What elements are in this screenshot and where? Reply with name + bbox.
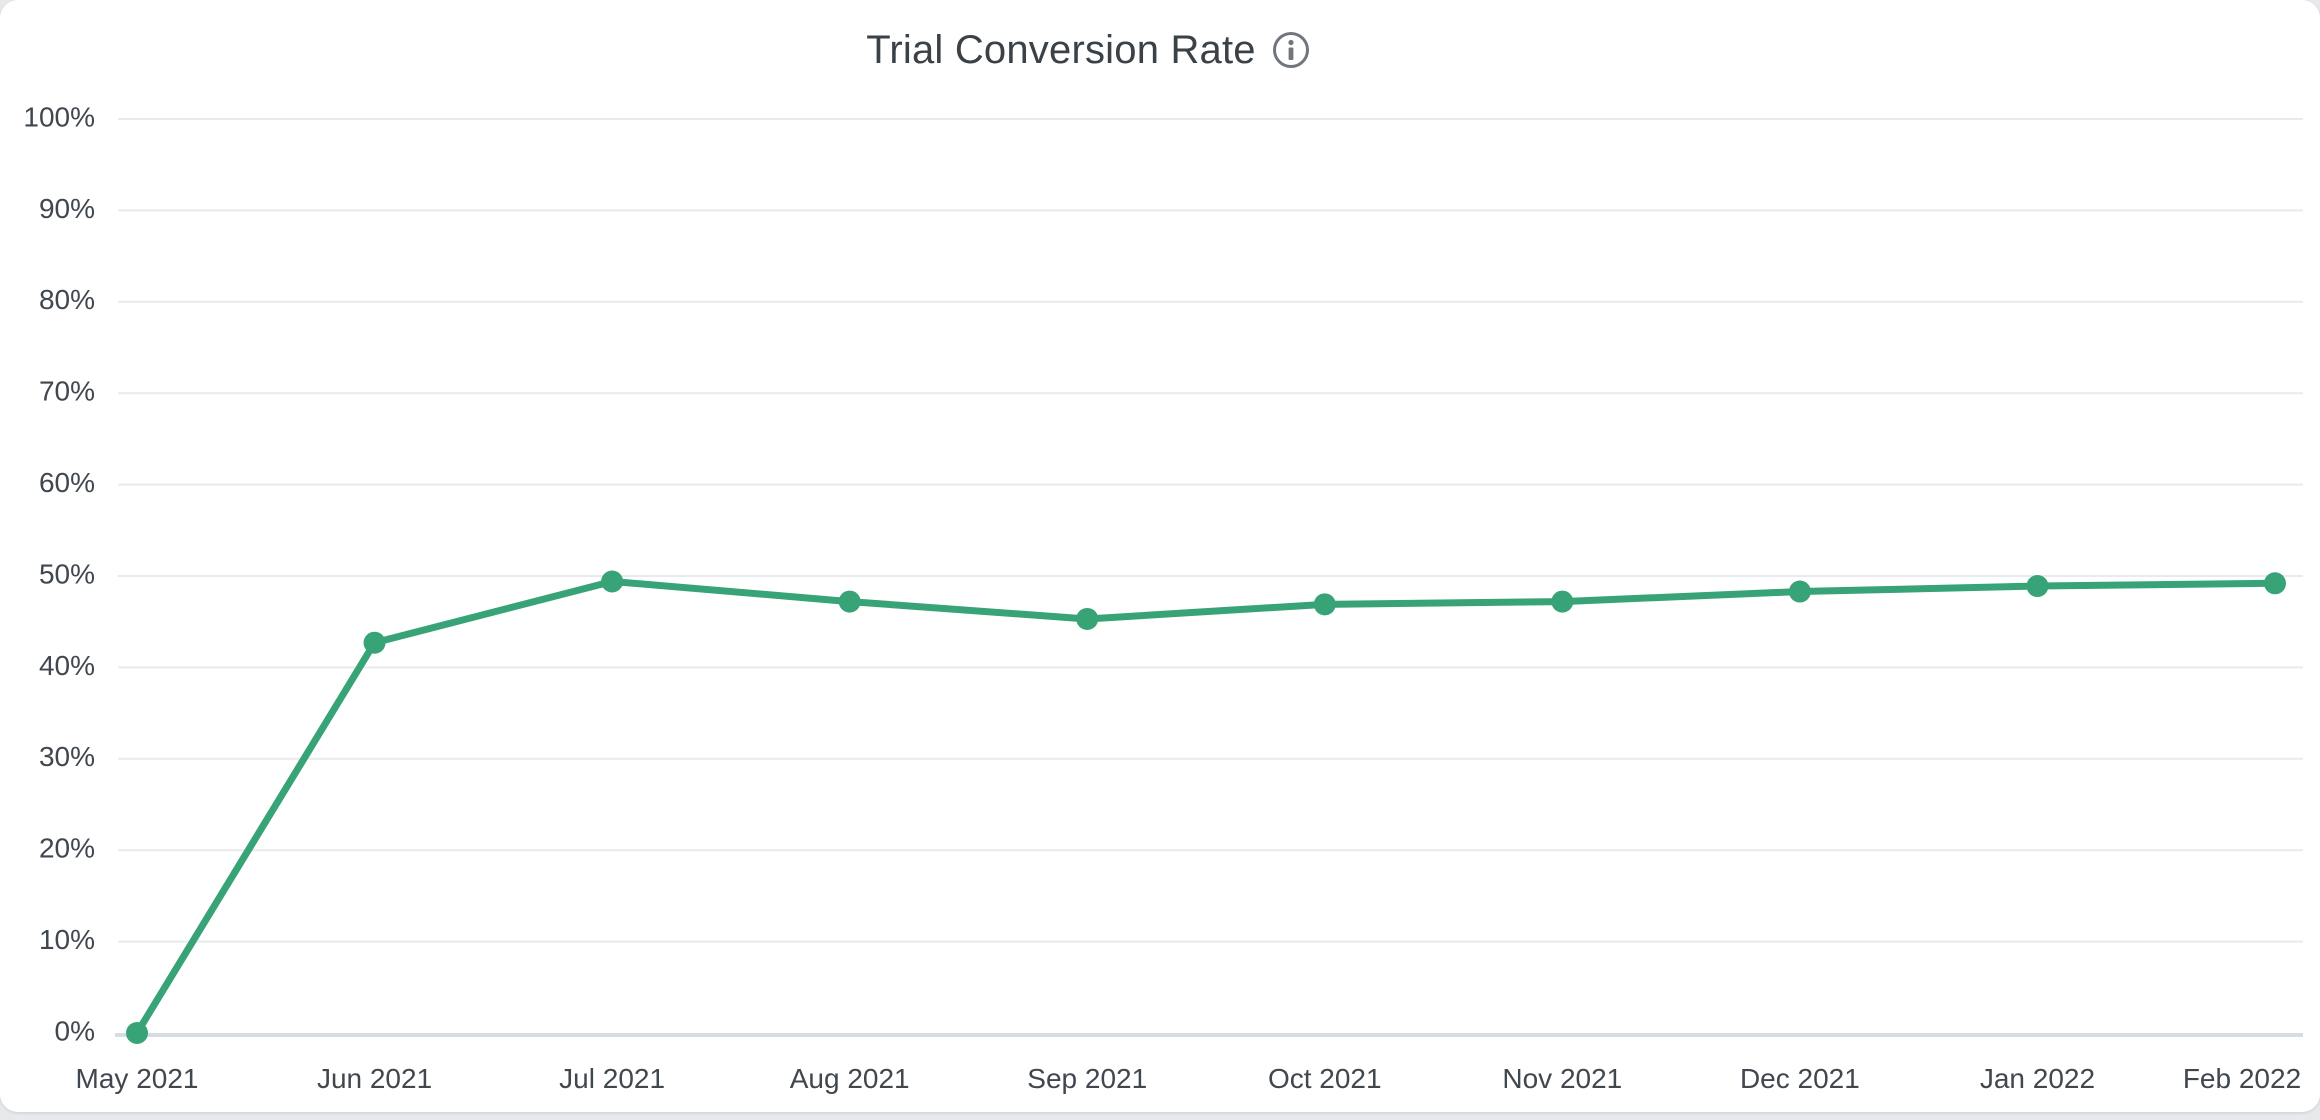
x-tick-label: Dec 2021	[1740, 1063, 1860, 1094]
y-tick-label: 10%	[39, 924, 95, 955]
y-tick-label: 0%	[55, 1015, 95, 1046]
data-point[interactable]	[2026, 575, 2049, 598]
x-tick-label: Jul 2021	[559, 1063, 665, 1094]
y-axis-labels: 0% 10% 20% 30% 40% 50% 60% 70% 80% 90% 100%	[23, 101, 95, 1046]
x-tick-label: Jun 2021	[317, 1063, 432, 1094]
gridlines	[118, 118, 2303, 943]
x-tick-label: Oct 2021	[1268, 1063, 1382, 1094]
y-tick-label: 70%	[39, 376, 95, 407]
data-point[interactable]	[1551, 590, 1574, 613]
data-point[interactable]	[1788, 580, 1811, 603]
y-tick-label: 60%	[39, 467, 95, 498]
chart-title: Trial Conversion Rate	[866, 28, 1256, 72]
x-axis-labels: May 2021 Jun 2021 Jul 2021 Aug 2021 Sep 2021…	[76, 1063, 2302, 1094]
y-tick-label: 40%	[39, 650, 95, 681]
y-tick-label: 50%	[39, 558, 95, 589]
info-icon[interactable]	[1272, 31, 1310, 69]
x-tick-label: May 2021	[76, 1063, 199, 1094]
data-point[interactable]	[363, 631, 386, 654]
data-point[interactable]	[1313, 593, 1336, 616]
data-point[interactable]	[601, 570, 624, 593]
y-tick-label: 30%	[39, 741, 95, 772]
y-tick-label: 90%	[39, 193, 95, 224]
x-tick-label: Jan 2022	[1980, 1063, 2095, 1094]
y-tick-label: 20%	[39, 833, 95, 864]
y-tick-label: 80%	[39, 284, 95, 315]
data-point[interactable]	[126, 1022, 148, 1044]
data-point[interactable]	[1076, 607, 1099, 630]
x-tick-label: Feb 2022	[2183, 1063, 2301, 1094]
series-trial-conversion	[126, 570, 2286, 1044]
series-line	[133, 577, 2279, 1037]
x-tick-label: Aug 2021	[790, 1063, 910, 1094]
y-tick-label: 100%	[23, 101, 95, 132]
data-point[interactable]	[838, 590, 861, 613]
data-point[interactable]	[2264, 572, 2286, 595]
x-tick-label: Nov 2021	[1502, 1063, 1622, 1094]
x-tick-label: Sep 2021	[1027, 1063, 1147, 1094]
chart-header: Trial Conversion Rate	[0, 26, 2248, 74]
